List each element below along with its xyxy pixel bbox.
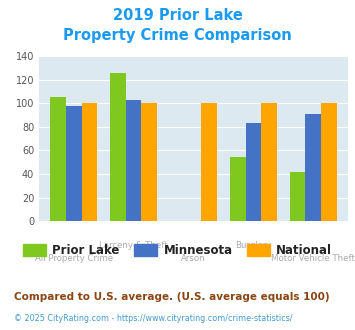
Text: Compared to U.S. average. (U.S. average equals 100): Compared to U.S. average. (U.S. average … — [14, 292, 330, 302]
Bar — [66, 106, 82, 221]
Text: Arson: Arson — [181, 254, 206, 263]
Legend: Prior Lake, Minnesota, National: Prior Lake, Minnesota, National — [18, 239, 337, 261]
Text: Burglary: Burglary — [235, 241, 272, 249]
Bar — [321, 103, 337, 221]
Bar — [290, 172, 305, 221]
Bar — [126, 100, 141, 221]
Bar — [261, 103, 277, 221]
Bar — [201, 103, 217, 221]
Text: Larceny & Theft: Larceny & Theft — [99, 241, 168, 249]
Text: 2019 Prior Lake: 2019 Prior Lake — [113, 8, 242, 23]
Bar — [110, 73, 126, 221]
Text: Property Crime Comparison: Property Crime Comparison — [63, 28, 292, 43]
Text: Motor Vehicle Theft: Motor Vehicle Theft — [271, 254, 355, 263]
Bar — [305, 114, 321, 221]
Bar — [141, 103, 157, 221]
Bar — [82, 103, 97, 221]
Bar — [50, 97, 66, 221]
Text: © 2025 CityRating.com - https://www.cityrating.com/crime-statistics/: © 2025 CityRating.com - https://www.city… — [14, 314, 293, 323]
Text: All Property Crime: All Property Crime — [35, 254, 113, 263]
Bar — [230, 157, 246, 221]
Bar — [246, 123, 261, 221]
